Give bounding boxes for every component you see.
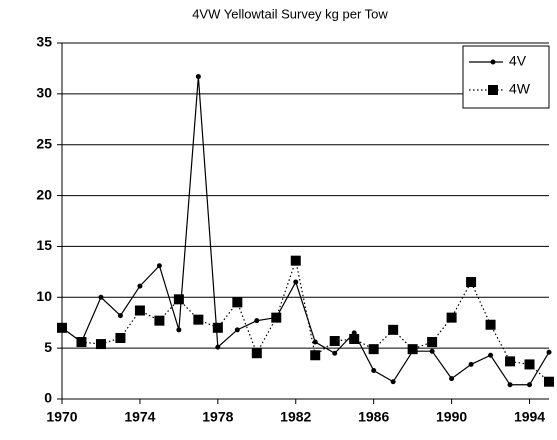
legend-label: 4W: [509, 81, 531, 97]
point: [449, 376, 455, 382]
point: [466, 277, 477, 288]
point: [134, 305, 145, 316]
legend-box: [462, 45, 550, 109]
point: [232, 297, 243, 308]
x-tick-label: 1990: [436, 409, 467, 425]
legend-label: 4V: [509, 53, 527, 69]
x-tick-label: 1978: [202, 409, 233, 425]
point: [368, 344, 379, 355]
point: [154, 315, 165, 326]
point: [505, 356, 516, 367]
y-tick-label: 25: [36, 135, 52, 151]
y-tick-label: 5: [44, 339, 52, 355]
point: [446, 312, 457, 323]
y-tick-label: 20: [36, 186, 52, 202]
point: [427, 337, 438, 348]
point: [544, 376, 554, 387]
point: [76, 337, 87, 348]
point: [293, 279, 299, 285]
point: [98, 294, 104, 300]
point: [310, 350, 321, 361]
point: [407, 344, 418, 355]
point: [332, 350, 338, 356]
point: [546, 349, 552, 355]
y-tick-label: 30: [36, 85, 52, 101]
point: [254, 318, 260, 324]
x-tick-label: 1994: [514, 409, 545, 425]
point: [212, 322, 223, 333]
y-tick-label: 10: [36, 288, 52, 304]
y-tick-label: 15: [36, 237, 52, 253]
point: [390, 379, 396, 385]
point: [176, 327, 182, 333]
x-tick-label: 1982: [280, 409, 311, 425]
legend-marker: [488, 85, 498, 95]
point: [156, 263, 162, 269]
x-tick-label: 1986: [358, 409, 389, 425]
point: [117, 313, 123, 319]
point: [137, 283, 143, 289]
point: [468, 361, 474, 367]
point: [349, 333, 360, 344]
point: [429, 348, 435, 354]
point: [527, 382, 533, 388]
point: [173, 294, 184, 305]
point: [524, 359, 535, 370]
point: [193, 314, 204, 325]
point: [488, 352, 494, 358]
point: [312, 339, 318, 345]
point: [329, 336, 340, 347]
point: [251, 348, 262, 359]
point: [115, 332, 126, 343]
chart-title: 4VW Yellowtail Survey kg per Tow: [192, 6, 388, 21]
x-tick-label: 1970: [46, 409, 77, 425]
y-tick-label: 35: [36, 34, 52, 50]
point: [195, 74, 201, 80]
point: [507, 382, 513, 388]
point: [290, 255, 301, 266]
point: [271, 312, 282, 323]
y-tick-label: 0: [44, 390, 52, 406]
point: [485, 319, 496, 330]
x-tick-label: 1974: [124, 409, 155, 425]
series-line: [61, 76, 550, 386]
point: [388, 324, 399, 335]
point: [234, 327, 240, 333]
point: [215, 344, 221, 350]
legend-marker: [490, 59, 496, 65]
point: [95, 339, 106, 350]
point: [57, 322, 67, 333]
point: [371, 368, 377, 374]
